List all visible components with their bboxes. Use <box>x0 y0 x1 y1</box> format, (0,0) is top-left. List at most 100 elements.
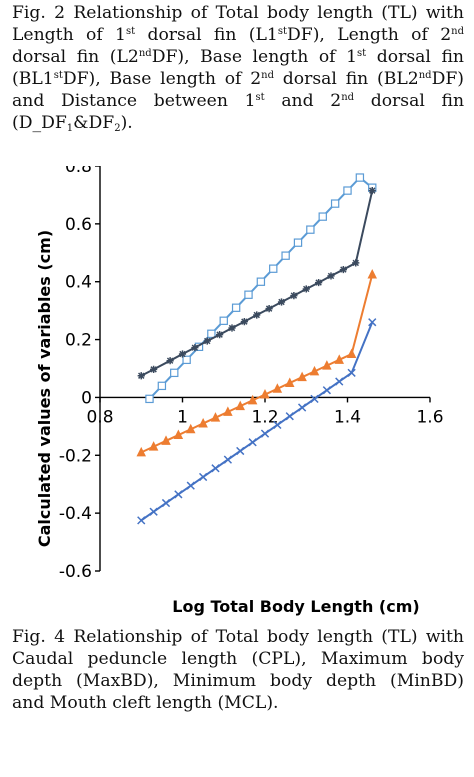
data-point <box>253 311 261 319</box>
caption-text: &DF <box>73 113 115 133</box>
caption-text: and Mouth cleft length (MCL). <box>12 693 279 713</box>
data-point <box>335 377 344 386</box>
caption-text: Fig. 2 Relationship of Total body length… <box>12 3 464 23</box>
data-point <box>248 438 257 447</box>
data-point <box>178 350 187 358</box>
data-point <box>355 173 365 182</box>
data-point <box>173 429 184 440</box>
x-tick-label: 0.8 <box>86 407 113 427</box>
caption-text: dorsal fin <box>366 47 464 67</box>
data-point <box>149 507 158 516</box>
chart-container: -0.6-0.4-0.200.20.40.60.80.811.21.41.6CP… <box>30 166 466 618</box>
data-point <box>265 305 273 313</box>
data-point <box>191 344 199 352</box>
caption-text: ). <box>120 113 133 133</box>
line-chart: -0.6-0.4-0.200.20.40.60.80.811.21.41.6CP… <box>35 166 444 616</box>
caption-text: dorsal fin (BL2 <box>273 69 419 89</box>
data-point <box>161 498 171 508</box>
caption-text: and 2 <box>264 91 342 111</box>
caption-text: dorsal fin <box>354 91 465 111</box>
data-point <box>236 446 245 456</box>
caption-subscript: 1 <box>66 123 74 134</box>
x-tick-label: 1.6 <box>416 407 443 427</box>
data-point <box>174 490 183 499</box>
data-point <box>198 417 208 428</box>
caption-subscript: 2 <box>114 123 121 134</box>
data-point <box>223 455 233 464</box>
data-point <box>223 406 233 416</box>
data-point <box>145 394 154 404</box>
data-point <box>285 412 294 421</box>
data-point <box>277 298 286 306</box>
data-point <box>211 464 220 473</box>
data-point <box>297 371 307 382</box>
data-point <box>247 394 258 405</box>
y-tick-label: 0.4 <box>65 273 92 293</box>
caption-text: and Distance between 1 <box>12 91 256 111</box>
caption-text: DF), Base length of 2 <box>62 69 262 89</box>
caption-superscript: nd <box>341 92 355 103</box>
caption-superscript: nd <box>261 70 274 81</box>
data-point <box>347 368 356 377</box>
caption-line: and Distance between 1st and 2nd dorsal … <box>12 90 464 112</box>
caption-line: Fig. 4 Relationship of Total body length… <box>12 626 464 648</box>
data-point <box>216 331 224 339</box>
x-tick-label: 1 <box>177 407 188 427</box>
x-axis-title: Log Total Body Length (cm) <box>172 597 419 616</box>
data-point <box>148 441 159 451</box>
caption-superscript: st <box>53 70 63 81</box>
caption-line: and Mouth cleft length (MCL). <box>12 692 464 714</box>
data-point <box>367 268 377 279</box>
caption-text: dorsal fin (L2 <box>12 47 139 67</box>
data-point <box>302 285 310 293</box>
caption-text: DF) <box>431 69 464 89</box>
data-point <box>228 324 236 332</box>
caption-text: (D_DF <box>12 113 67 133</box>
data-point <box>327 272 335 280</box>
y-tick-label: 0.6 <box>65 215 92 235</box>
x-tick-label: 1.4 <box>334 407 361 427</box>
data-point <box>161 435 171 445</box>
y-axis-title: Calculated values of variables (cm) <box>35 230 54 547</box>
data-point <box>368 186 376 195</box>
caption-line: (D_DF1&DF2). <box>12 112 464 134</box>
y-tick-label: 0 <box>81 388 92 408</box>
data-point <box>290 292 298 300</box>
data-point <box>272 383 283 393</box>
caption-superscript: st <box>255 92 265 103</box>
data-point <box>210 412 221 422</box>
data-point <box>231 303 241 312</box>
figure-2-caption: Fig. 2 Relationship of Total body length… <box>12 2 464 134</box>
data-point <box>310 394 319 404</box>
series-line <box>148 176 373 400</box>
data-point <box>136 446 146 457</box>
x-tick-label: 1.2 <box>251 407 278 427</box>
y-tick-label: 0.2 <box>65 331 92 351</box>
caption-text: DF), Base length of 1 <box>151 47 358 67</box>
data-point <box>334 354 344 364</box>
y-tick-label: -0.2 <box>59 446 92 466</box>
data-point <box>157 381 167 391</box>
caption-line: depth (MaxBD), Minimum body depth (MinBD… <box>12 670 464 692</box>
data-point <box>322 386 332 395</box>
data-point <box>256 277 266 286</box>
data-point <box>137 516 146 525</box>
data-point <box>273 420 282 430</box>
data-point <box>219 316 228 325</box>
data-point <box>198 472 208 482</box>
data-point <box>186 423 196 434</box>
data-point <box>318 212 327 221</box>
data-point <box>306 225 315 234</box>
caption-line: Fig. 2 Relationship of Total body length… <box>12 2 464 24</box>
data-point <box>260 429 270 438</box>
data-point <box>285 377 295 387</box>
caption-text: Fig. 4 Relationship of Total body length… <box>12 627 464 647</box>
data-point <box>170 368 179 378</box>
y-tick-label: -0.6 <box>59 562 92 582</box>
caption-superscript: st <box>357 48 367 59</box>
data-point <box>182 355 191 365</box>
data-point <box>330 199 340 208</box>
caption-text: depth (MaxBD), Minimum body depth (MinBD… <box>12 671 464 691</box>
data-point <box>269 264 278 273</box>
data-point <box>346 348 357 359</box>
